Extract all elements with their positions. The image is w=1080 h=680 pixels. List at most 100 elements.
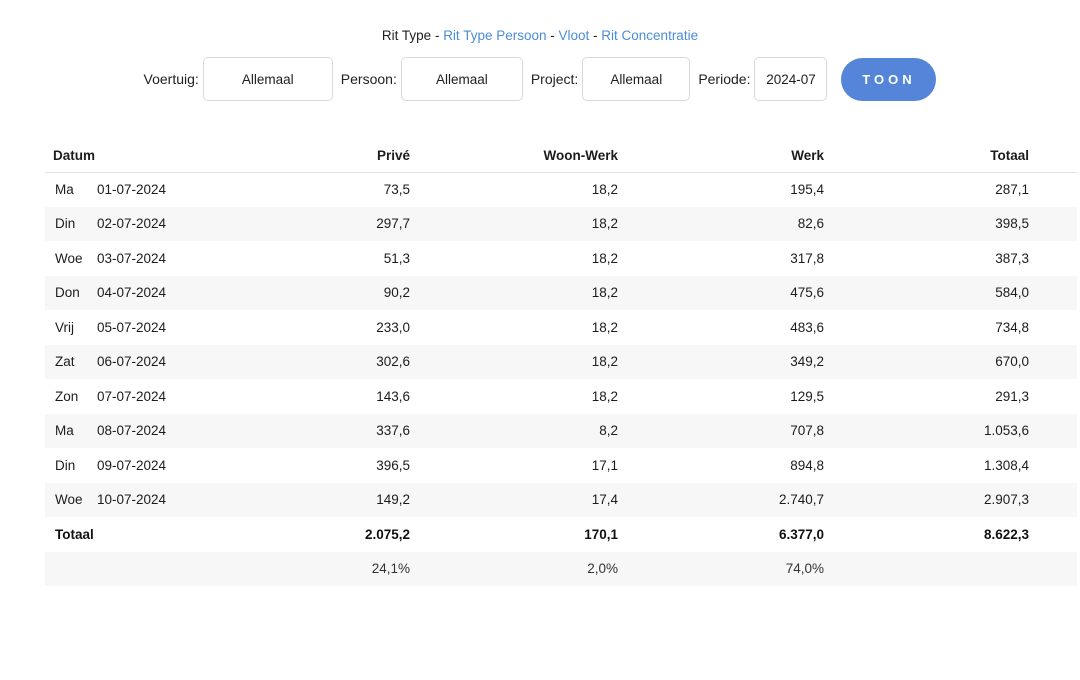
row-day: Zon xyxy=(55,388,79,404)
table-body: Ma 01-07-2024 73,5 18,2 195,4 287,1 Din … xyxy=(45,172,1078,517)
table-row: Vrij 05-07-2024 233,0 18,2 483,6 734,8 xyxy=(45,310,1077,345)
row-totaal: 1.308,4 xyxy=(983,457,1030,473)
nav-link-vloot[interactable]: Vloot xyxy=(558,28,590,43)
table-header-row: Datum Privé Woon-Werk Werk Totaal xyxy=(45,139,1078,173)
row-date: 08-07-2024 xyxy=(97,423,167,439)
row-totaal: 734,8 xyxy=(995,319,1030,335)
total-totaal: 8.622,3 xyxy=(983,526,1030,542)
percent-totaal-empty xyxy=(824,552,1077,587)
header-datum: Datum xyxy=(45,139,248,173)
row-woon-werk: 18,2 xyxy=(591,182,619,197)
row-woon-werk: 17,1 xyxy=(591,457,619,473)
periode-input[interactable]: 2024-07 xyxy=(754,57,828,101)
table-row: Ma 01-07-2024 73,5 18,2 195,4 287,1 xyxy=(45,172,1077,207)
row-prive: 233,0 xyxy=(376,319,411,335)
toon-button[interactable]: TOON xyxy=(841,57,937,101)
row-totaal: 584,0 xyxy=(995,285,1030,301)
header-werk: Werk xyxy=(618,139,825,173)
row-day: Din xyxy=(55,457,76,473)
nav-link-rit-concentratie[interactable]: Rit Concentratie xyxy=(601,28,699,43)
table-row: Don 04-07-2024 90,2 18,2 475,6 584,0 xyxy=(45,275,1078,310)
nav-separator: - xyxy=(431,28,444,43)
percent-woon-werk: 2,0% xyxy=(587,561,619,577)
row-date: 03-07-2024 xyxy=(97,250,167,266)
row-werk: 483,6 xyxy=(790,319,825,335)
row-totaal: 291,3 xyxy=(995,388,1030,404)
nav-current-rit-type: Rit Type xyxy=(381,28,432,43)
row-totaal: 387,3 xyxy=(995,250,1030,266)
percent-row: 24,1% 2,0% 74,0% xyxy=(45,551,1078,587)
nav-separator: - xyxy=(546,28,559,43)
row-prive: 149,2 xyxy=(376,492,411,508)
rit-type-table-wrap: Datum Privé Woon-Werk Werk Totaal Ma 01-… xyxy=(45,139,1078,587)
row-woon-werk: 8,2 xyxy=(599,423,619,439)
persoon-select[interactable]: Allemaal xyxy=(400,57,523,101)
row-day: Woe xyxy=(55,250,83,266)
total-row: Totaal 2.075,2 170,1 6.377,0 8.622,3 xyxy=(45,517,1077,552)
row-prive: 90,2 xyxy=(383,285,411,301)
table-row: Zon 07-07-2024 143,6 18,2 129,5 291,3 xyxy=(45,379,1077,414)
table-row: Woe 03-07-2024 51,3 18,2 317,8 387,3 xyxy=(45,241,1077,276)
row-date: 05-07-2024 xyxy=(97,319,167,335)
report-nav: Rit Type - Rit Type Persoon - Vloot - Ri… xyxy=(0,0,1080,43)
row-werk: 82,6 xyxy=(797,216,825,232)
page: Rit Type - Rit Type Persoon - Vloot - Ri… xyxy=(0,0,1080,587)
row-date: 10-07-2024 xyxy=(97,492,167,508)
project-select[interactable]: Allemaal xyxy=(582,57,691,101)
row-prive: 51,3 xyxy=(383,250,411,266)
row-totaal: 287,1 xyxy=(995,182,1030,197)
row-werk: 195,4 xyxy=(790,182,825,197)
filter-bar: Voertuig: Allemaal Persoon: Allemaal Pro… xyxy=(0,57,1080,101)
row-date: 02-07-2024 xyxy=(97,216,167,232)
row-day: Ma xyxy=(55,182,74,197)
row-woon-werk: 18,2 xyxy=(591,354,619,370)
rit-type-table: Datum Privé Woon-Werk Werk Totaal Ma 01-… xyxy=(45,139,1078,587)
row-woon-werk: 18,2 xyxy=(591,388,619,404)
row-prive: 297,7 xyxy=(376,216,411,232)
row-totaal: 398,5 xyxy=(995,216,1030,232)
nav-link-rit-type-persoon[interactable]: Rit Type Persoon xyxy=(443,28,547,43)
row-prive: 302,6 xyxy=(376,354,411,370)
row-werk: 2.740,7 xyxy=(778,492,825,508)
row-woon-werk: 18,2 xyxy=(591,216,619,232)
voertuig-label: Voertuig: xyxy=(143,71,199,87)
row-date: 04-07-2024 xyxy=(97,285,167,301)
row-date: 09-07-2024 xyxy=(97,457,167,473)
table-row: Ma 08-07-2024 337,6 8,2 707,8 1.053,6 xyxy=(45,413,1078,448)
row-prive: 143,6 xyxy=(376,388,411,404)
row-day: Ma xyxy=(55,423,74,439)
row-date: 01-07-2024 xyxy=(97,182,167,197)
header-woon-werk: Woon-Werk xyxy=(410,139,619,173)
persoon-label: Persoon: xyxy=(340,71,397,87)
row-werk: 129,5 xyxy=(790,388,825,404)
row-totaal: 2.907,3 xyxy=(983,492,1030,508)
percent-werk: 74,0% xyxy=(785,561,825,577)
header-prive: Privé xyxy=(247,139,411,173)
table-row: Woe 10-07-2024 149,2 17,4 2.740,7 2.907,… xyxy=(45,482,1078,517)
row-day: Woe xyxy=(55,492,83,508)
row-woon-werk: 18,2 xyxy=(591,319,619,335)
row-totaal: 670,0 xyxy=(995,354,1030,370)
row-werk: 707,8 xyxy=(790,423,825,439)
row-werk: 894,8 xyxy=(790,457,825,473)
row-werk: 475,6 xyxy=(790,285,825,301)
row-day: Din xyxy=(55,216,76,232)
header-totaal: Totaal xyxy=(824,139,1078,173)
table-row: Din 09-07-2024 396,5 17,1 894,8 1.308,4 xyxy=(45,448,1077,483)
total-werk: 6.377,0 xyxy=(778,526,825,542)
row-prive: 73,5 xyxy=(383,182,411,197)
total-label: Totaal xyxy=(55,526,94,542)
periode-label: Periode: xyxy=(698,71,751,87)
row-werk: 349,2 xyxy=(790,354,825,370)
project-label: Project: xyxy=(530,71,579,87)
row-prive: 396,5 xyxy=(376,457,411,473)
total-woon-werk: 170,1 xyxy=(584,526,619,542)
row-day: Zat xyxy=(55,354,75,370)
row-werk: 317,8 xyxy=(790,250,825,266)
row-woon-werk: 18,2 xyxy=(591,285,619,301)
total-prive: 2.075,2 xyxy=(364,526,411,542)
row-date: 07-07-2024 xyxy=(97,388,167,404)
voertuig-select[interactable]: Allemaal xyxy=(202,57,333,101)
percent-empty xyxy=(45,552,247,587)
row-day: Vrij xyxy=(55,319,74,335)
